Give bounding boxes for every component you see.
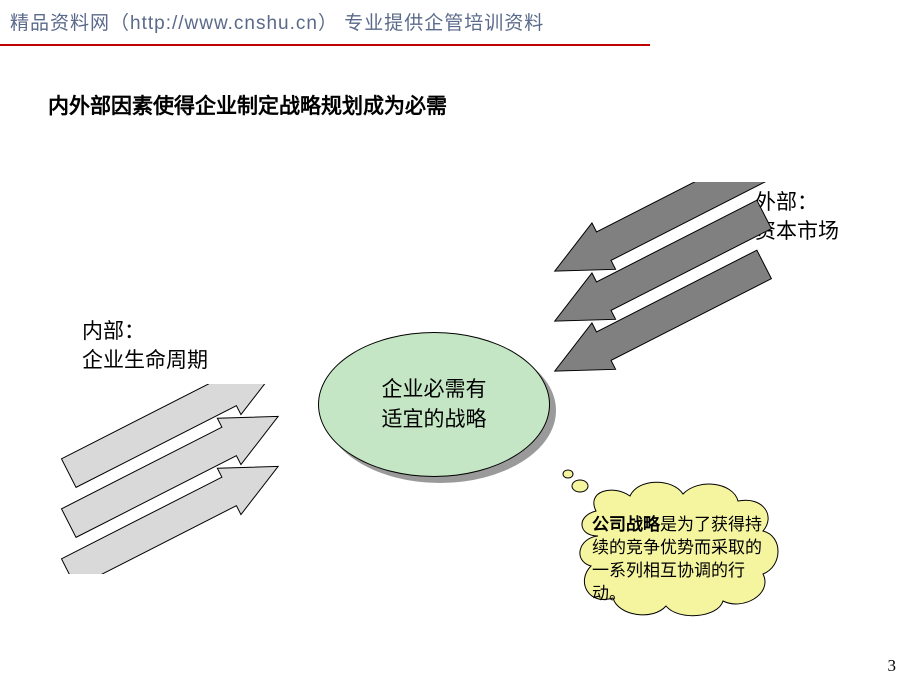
cloud-text: 公司战略是为了获得持续的竞争优势而采取的一系列相互协调的行动。 <box>592 514 768 606</box>
divider-line <box>0 44 650 46</box>
cloud-bold: 公司战略 <box>592 515 660 534</box>
ellipse-body: 企业必需有 适宜的战略 <box>318 332 550 477</box>
page-title: 内外部因素使得企业制定战略规划成为必需 <box>48 90 447 120</box>
ellipse-text-l2: 适宜的战略 <box>382 407 487 431</box>
page-number: 3 <box>888 656 897 676</box>
internal-label-l1: 内部： <box>82 319 145 343</box>
arrows-internal <box>56 384 356 574</box>
ellipse-text-l1: 企业必需有 <box>382 377 487 401</box>
thought-cloud: 公司战略是为了获得持续的竞争优势而采取的一系列相互协调的行动。 <box>558 466 788 626</box>
center-ellipse: 企业必需有 适宜的战略 <box>318 332 550 477</box>
internal-label: 内部： 企业生命周期 <box>82 317 208 376</box>
header-watermark: 精品资料网（http://www.cnshu.cn） 专业提供企管培训资料 <box>0 0 920 35</box>
internal-label-l2: 企业生命周期 <box>82 348 208 372</box>
